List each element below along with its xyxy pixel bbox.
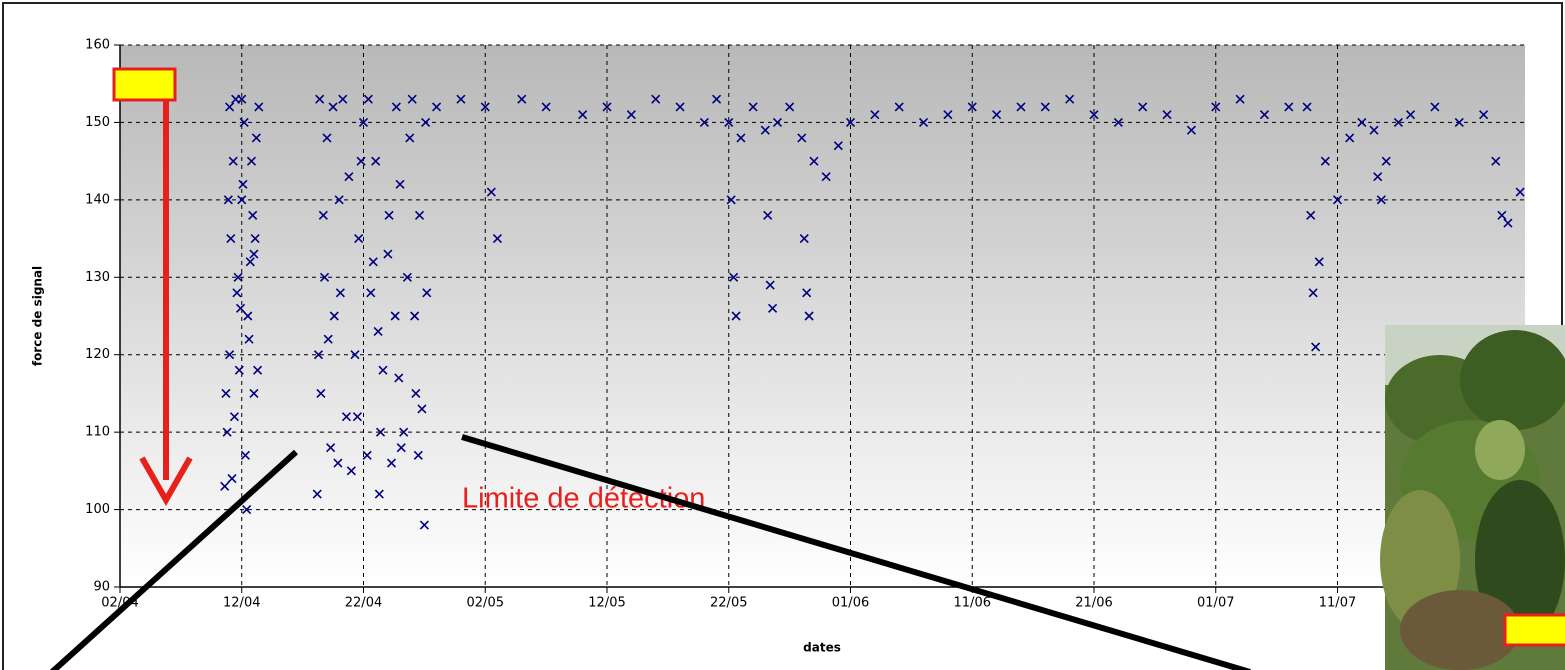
x-tick-label: 02/05: [467, 596, 504, 611]
x-tick-label: 21/06: [1075, 596, 1112, 611]
plot-area: [120, 45, 1525, 587]
x-axis-title: dates: [803, 641, 841, 655]
x-tick-label: 22/05: [710, 596, 747, 611]
y-tick-label: 140: [85, 192, 110, 207]
chart: 9010011012013014015016002/0412/0422/0402…: [0, 0, 1565, 670]
x-tick-label: 01/06: [832, 596, 869, 611]
y-tick-label: 110: [85, 425, 110, 440]
y-tick-label: 120: [85, 347, 110, 362]
x-tick-label: 01/07: [1197, 596, 1234, 611]
y-tick-label: 160: [85, 38, 110, 53]
y-tick-label: 150: [85, 115, 110, 130]
y-axis-title: force de signal: [31, 266, 45, 366]
x-tick-label: 22/04: [345, 596, 382, 611]
y-tick-label: 130: [85, 270, 110, 285]
page: 9010011012013014015016002/0412/0422/0402…: [0, 0, 1565, 670]
x-tick-label: 11/06: [954, 596, 991, 611]
y-tick-label: 90: [93, 580, 110, 595]
x-tick-label: 11/07: [1319, 596, 1356, 611]
marker-box: [114, 69, 175, 100]
y-tick-label: 100: [85, 502, 110, 517]
sensor-box: [1505, 615, 1565, 645]
x-tick-label: 12/04: [223, 596, 260, 611]
x-tick-label: 12/05: [588, 596, 625, 611]
